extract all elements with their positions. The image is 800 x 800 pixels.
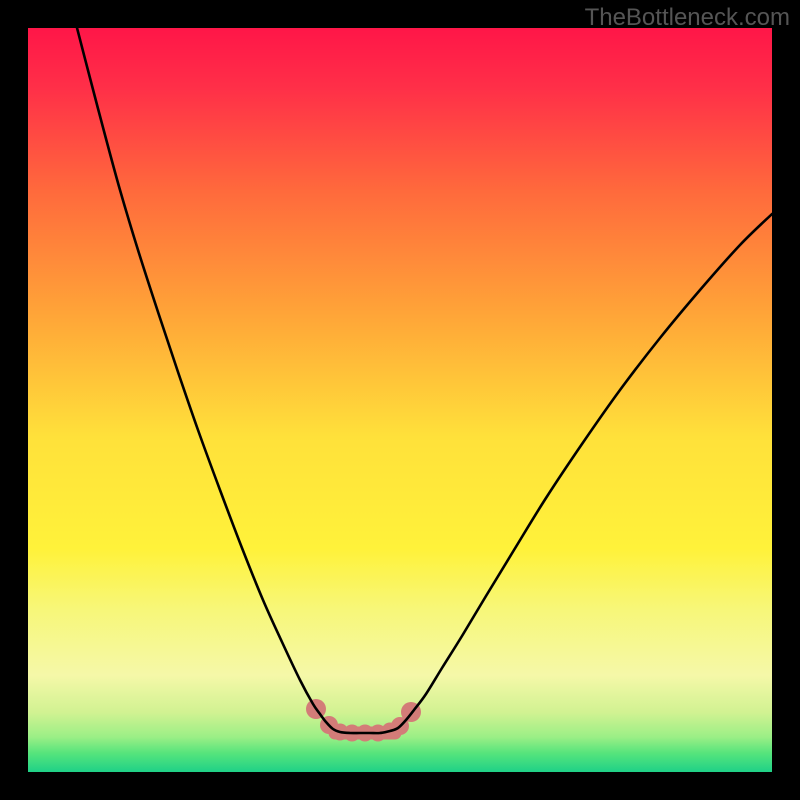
- watermark-text: TheBottleneck.com: [585, 4, 790, 32]
- plot-background: [28, 28, 772, 772]
- chart-container: TheBottleneck.com: [0, 0, 800, 800]
- bottleneck-chart: [0, 0, 800, 800]
